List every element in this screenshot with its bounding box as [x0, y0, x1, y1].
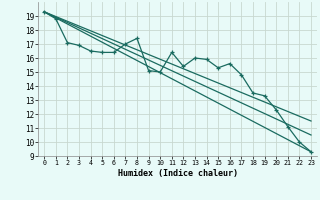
X-axis label: Humidex (Indice chaleur): Humidex (Indice chaleur): [118, 169, 238, 178]
